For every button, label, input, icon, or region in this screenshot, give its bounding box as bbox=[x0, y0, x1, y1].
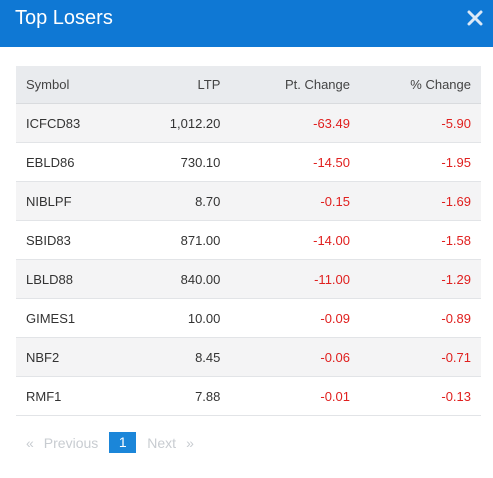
table-row[interactable]: NIBLPF 8.70 -0.15 -1.69 bbox=[16, 181, 481, 221]
last-page-arrow[interactable]: » bbox=[186, 434, 194, 451]
cell-ltp: 8.45 bbox=[122, 337, 221, 377]
cell-pt-change: -0.06 bbox=[220, 337, 350, 377]
column-header-ltp[interactable]: LTP bbox=[122, 66, 221, 104]
cell-pct-change: -0.71 bbox=[350, 337, 481, 377]
cell-ltp: 8.70 bbox=[122, 181, 221, 221]
cell-pct-change: -0.13 bbox=[350, 376, 481, 416]
cell-symbol: SBID83 bbox=[16, 220, 123, 260]
cell-pt-change: -0.09 bbox=[220, 298, 350, 338]
cell-pct-change: -5.90 bbox=[350, 103, 481, 143]
cell-ltp: 10.00 bbox=[122, 298, 221, 338]
cell-pt-change: -14.50 bbox=[220, 142, 350, 182]
cell-pct-change: -1.69 bbox=[350, 181, 481, 221]
table-row[interactable]: ICFCD83 1,012.20 -63.49 -5.90 bbox=[16, 103, 481, 143]
cell-symbol: RMF1 bbox=[16, 376, 123, 416]
cell-symbol: EBLD86 bbox=[16, 142, 123, 182]
cell-pct-change: -1.95 bbox=[350, 142, 481, 182]
cell-pct-change: -1.29 bbox=[350, 259, 481, 299]
cell-pt-change: -63.49 bbox=[220, 103, 350, 143]
column-header-symbol[interactable]: Symbol bbox=[16, 66, 123, 104]
table-row[interactable]: NBF2 8.45 -0.06 -0.71 bbox=[16, 337, 481, 377]
cell-ltp: 840.00 bbox=[122, 259, 221, 299]
close-icon[interactable] bbox=[467, 10, 483, 26]
column-header-pt-change[interactable]: Pt. Change bbox=[220, 66, 350, 104]
cell-ltp: 871.00 bbox=[122, 220, 221, 260]
pagination: « Previous 1 Next » bbox=[26, 432, 194, 453]
current-page-button[interactable]: 1 bbox=[109, 432, 137, 453]
next-page-link[interactable]: Next bbox=[147, 434, 177, 451]
table-row[interactable]: EBLD86 730.10 -14.50 -1.95 bbox=[16, 142, 481, 182]
cell-ltp: 7.88 bbox=[122, 376, 221, 416]
modal-title: Top Losers bbox=[15, 7, 113, 29]
cell-pt-change: -0.01 bbox=[220, 376, 350, 416]
cell-pt-change: -14.00 bbox=[220, 220, 350, 260]
first-page-arrow[interactable]: « bbox=[26, 434, 34, 451]
column-header-pct-change[interactable]: % Change bbox=[350, 66, 481, 104]
cell-pt-change: -0.15 bbox=[220, 181, 350, 221]
table-row[interactable]: GIMES1 10.00 -0.09 -0.89 bbox=[16, 298, 481, 338]
cell-pct-change: -0.89 bbox=[350, 298, 481, 338]
table-row[interactable]: LBLD88 840.00 -11.00 -1.29 bbox=[16, 259, 481, 299]
cell-ltp: 730.10 bbox=[122, 142, 221, 182]
previous-page-link[interactable]: Previous bbox=[43, 434, 99, 451]
cell-ltp: 1,012.20 bbox=[122, 103, 221, 143]
cell-symbol: LBLD88 bbox=[16, 259, 123, 299]
cell-symbol: NBF2 bbox=[16, 337, 123, 377]
modal-header: Top Losers bbox=[0, 0, 493, 47]
table-row[interactable]: SBID83 871.00 -14.00 -1.58 bbox=[16, 220, 481, 260]
cell-symbol: NIBLPF bbox=[16, 181, 123, 221]
cell-symbol: ICFCD83 bbox=[16, 103, 123, 143]
losers-table: Symbol LTP Pt. Change % Change ICFCD83 1,… bbox=[16, 66, 481, 416]
cell-symbol: GIMES1 bbox=[16, 298, 123, 338]
cell-pt-change: -11.00 bbox=[220, 259, 350, 299]
table-header-row: Symbol LTP Pt. Change % Change bbox=[16, 66, 481, 104]
table-row[interactable]: RMF1 7.88 -0.01 -0.13 bbox=[16, 376, 481, 416]
cell-pct-change: -1.58 bbox=[350, 220, 481, 260]
